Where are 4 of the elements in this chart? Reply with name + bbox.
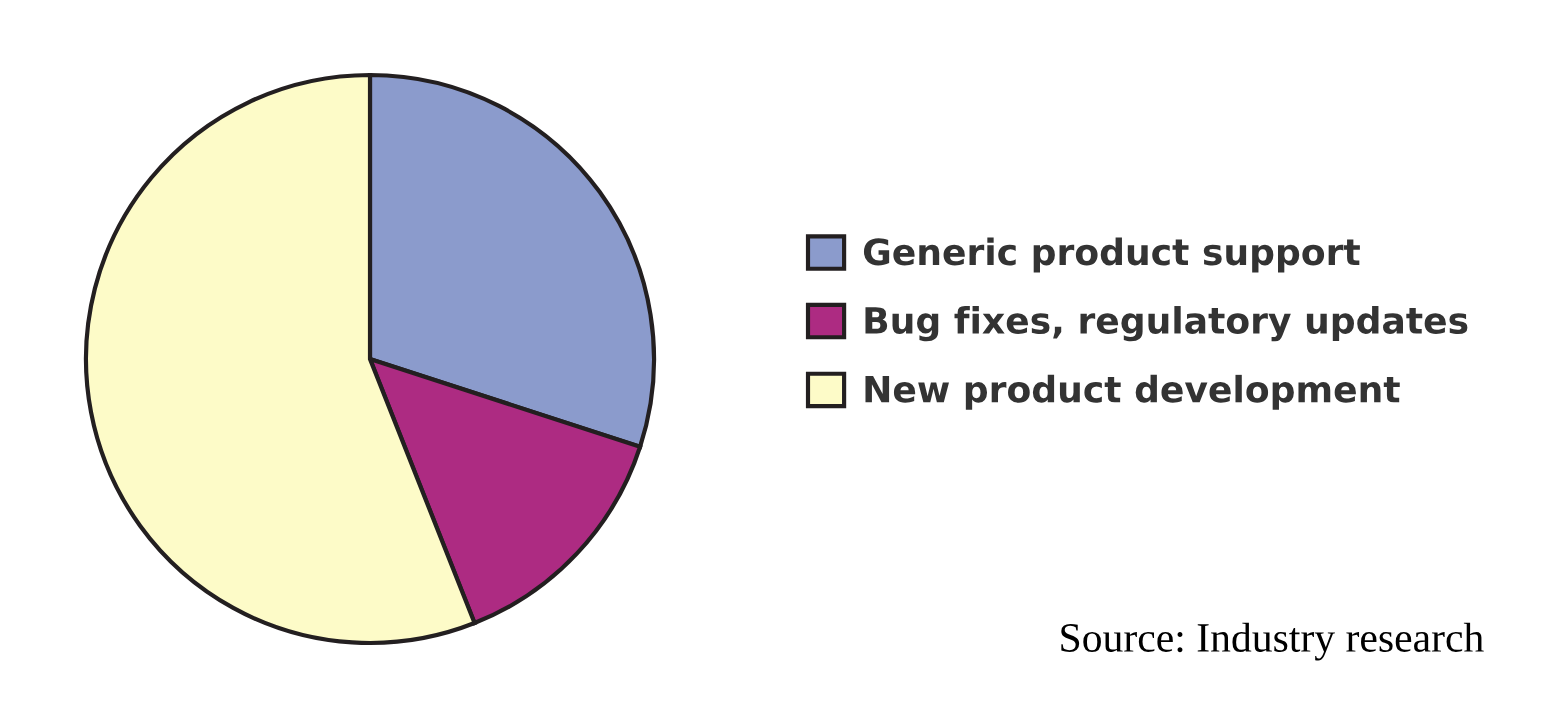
legend-label: Bug fixes, regulatory updates [865,306,1468,342]
legend-label: Generic product support [863,237,1360,273]
source-note: Source: Industry research [1061,622,1484,661]
legend-label: New product development [865,374,1400,410]
